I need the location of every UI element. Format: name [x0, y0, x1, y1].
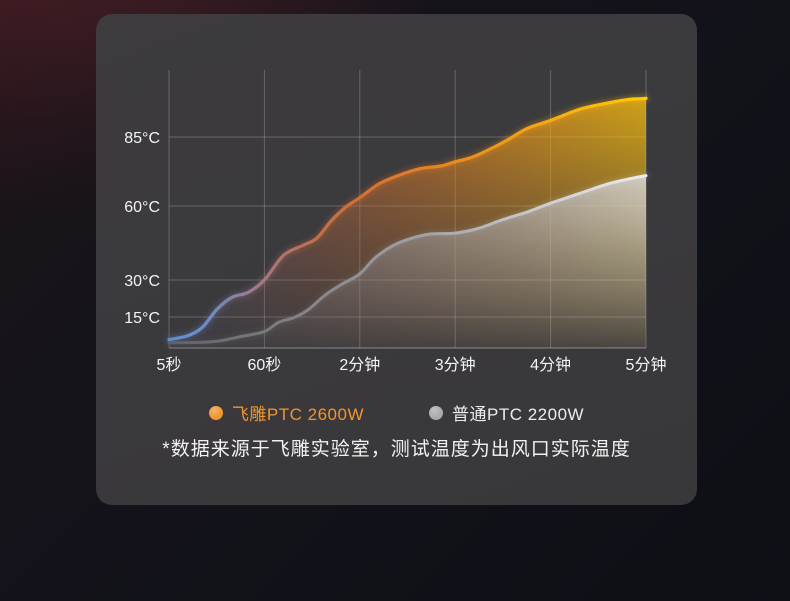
legend-dot-gray-icon — [429, 405, 443, 420]
x-axis-tick-label: 5分钟 — [626, 356, 667, 374]
y-axis-tick-label: 15°C — [124, 310, 160, 327]
chart-card: 85°C 60°C 30°C 15°C 5秒 60秒 2分钟 3分钟 4分钟 5分钟 飞雕PTC … — [96, 14, 697, 505]
series-area-putong — [169, 175, 646, 348]
x-axis-tick-label: 5秒 — [157, 356, 182, 374]
series-area — [166, 95, 649, 349]
axis-labels: 85°C 60°C 30°C 15°C 5秒 60秒 2分钟 3分钟 4分钟 5分钟 — [124, 130, 666, 374]
legend-dot-orange-icon — [208, 405, 223, 420]
x-axis-tick-label: 4分钟 — [530, 356, 571, 374]
footnote: *数据来源于飞雕实验室，测试温度为出风口实际温度 — [162, 439, 631, 460]
x-axis-tick-label: 2分钟 — [339, 356, 380, 374]
legend-item-feidiao: 飞雕PTC 2600W — [208, 400, 364, 425]
series-line-feidiao — [167, 96, 648, 342]
legend-label-feidiao: 飞雕PTC 2600W — [231, 405, 364, 424]
y-axis-tick-label: 85°C — [124, 130, 160, 147]
legend-label-putong: 普通PTC 2200W — [452, 405, 585, 424]
temperature-chart: 85°C 60°C 30°C 15°C 5秒 60秒 2分钟 3分钟 4分钟 5分钟 — [124, 70, 666, 374]
legend: 飞雕PTC 2600W 普通PTC 2200W — [96, 400, 697, 425]
y-axis-tick-label: 30°C — [124, 273, 160, 290]
series-line-putong — [167, 174, 648, 345]
x-axis-tick-label: 60秒 — [247, 356, 281, 374]
y-axis-tick-label: 60°C — [124, 199, 160, 216]
legend-item-putong: 普通PTC 2200W — [429, 400, 584, 425]
x-axis-tick-label: 3分钟 — [435, 356, 476, 374]
